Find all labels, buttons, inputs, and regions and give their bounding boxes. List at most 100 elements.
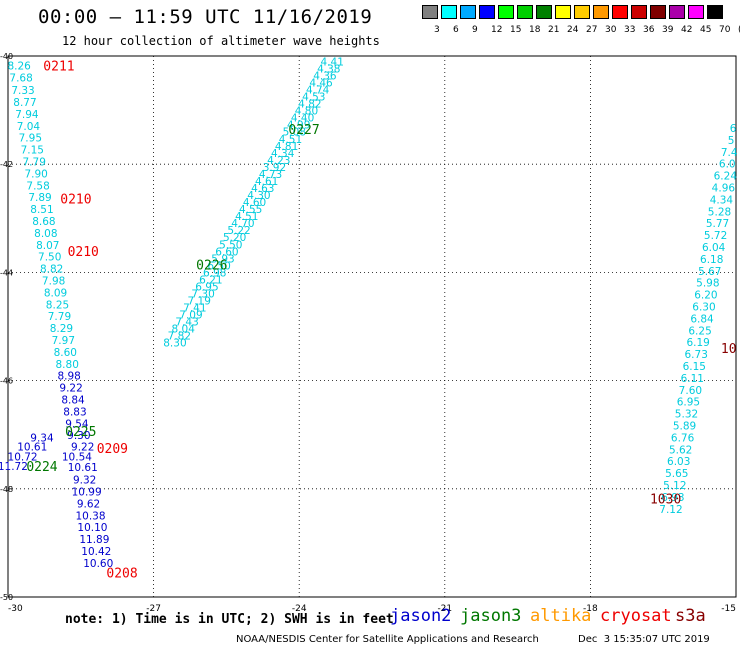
swh-data-point: 4.60 [243,197,266,209]
swh-data-point: 8.68 [32,216,55,228]
swh-data-point: 6.50 [207,260,230,272]
color-scale-swatch [517,5,533,19]
color-scale-swatch [479,5,495,19]
swh-data-point: 4.41 [321,56,344,68]
color-scale-label: 21 [548,25,560,35]
color-scale-swatch [631,5,647,19]
color-scale-label: 27 [586,25,598,35]
swh-data-point: 6.98 [203,267,226,279]
chart-subtitle: 12 hour collection of altimeter wave hei… [62,34,380,48]
swh-data-point: 7.82 [168,331,191,343]
color-scale-label: 24 [567,25,579,35]
swh-data-point: 5.12 [663,480,686,492]
color-scale-label: (ft) [738,25,740,35]
swh-data-point: 7.95 [19,133,42,145]
swh-data-point: 4.46 [309,78,333,90]
color-scale-label: 36 [643,25,655,35]
swh-data-point: 10.54 [62,451,92,463]
color-scale-swatch [574,5,590,19]
swh-data-point: 6.21 [199,274,222,286]
footer-credit: NOAA/NESDIS Center for Satellite Applica… [236,634,539,645]
color-scale-swatch [612,5,628,19]
swh-data-point: 7.15 [21,145,44,157]
swh-data-point: 8.82 [40,264,63,276]
swh-data-point: 8.80 [56,359,79,371]
color-scale-swatch [441,5,457,19]
swh-data-point: 5.67 [698,266,721,278]
swh-data-point: 8.60 [54,347,77,359]
swh-data-point: 6.73 [685,349,708,361]
color-scale-label: 18 [529,25,541,35]
swh-data-point: 4.53 [302,92,325,104]
swh-data-point: 8.77 [13,97,36,109]
color-scale-label: 9 [472,25,478,35]
swh-data-point: 10.61 [68,462,98,474]
y-tick-label: -44 [0,268,13,277]
y-tick-label: -46 [0,377,13,386]
swh-data-point: 4.40 [291,113,314,125]
time-annotation: 0210 [68,245,99,260]
color-scale-label: 30 [605,25,617,35]
swh-data-point: 4.70 [231,218,254,230]
swh-data-point: 10.10 [77,522,107,534]
swh-data-point: 6.11 [681,373,704,385]
legend-altika: altika [530,606,592,626]
swh-data-point: 8.25 [46,299,69,311]
swh-data-point: 6.95 [677,397,700,409]
swh-data-point: 11.89 [79,534,109,546]
color-scale-swatch [498,5,514,19]
legend-s3a: s3a [675,606,706,626]
legend-jason2: jason2 [390,606,452,626]
swh-data-point: 4.34 [710,194,734,206]
swh-data-point: 8.04 [172,324,196,336]
x-tick-label: -24 [292,604,307,614]
swh-data-point: 7.4 [721,147,738,159]
color-scale-label: 15 [510,25,522,35]
swh-data-point: 6.19 [686,337,709,349]
swh-data-point: 7.04 [17,121,41,133]
swh-data-point: 9.34 [30,432,54,444]
swh-data-point: 4.96 [712,182,736,194]
y-tick-label: -42 [0,160,13,169]
swh-data-point: 4.38 [317,63,340,75]
legend-jason3: jason3 [460,606,522,626]
swh-data-point: 6 [730,123,737,135]
swh-data-point: 7.89 [28,192,51,204]
swh-data-point: 7.94 [15,109,39,121]
swh-data-point: 4.63 [251,183,274,195]
x-tick-label: -21 [437,604,452,614]
swh-data-point: 8.98 [57,371,80,383]
swh-data-point: 7.98 [42,276,65,288]
swh-data-point: 4.74 [306,85,330,97]
color-scale-swatch [593,5,609,19]
swh-data-point: 6.25 [688,325,711,337]
color-scale-swatch [650,5,666,19]
swh-data-point: 7.50 [38,252,61,264]
color-scale-swatch [460,5,476,19]
swh-data-point: 7.60 [679,385,702,397]
swh-data-point: 8.26 [7,61,31,73]
color-scale-swatch [536,5,552,19]
swh-data-point: 7.90 [24,168,47,180]
swh-data-point: 6.20 [694,290,717,302]
swh-data-point: 9.62 [77,498,100,510]
swh-data-point: 9.30 [67,430,90,442]
swh-data-point: 4.34 [271,148,295,160]
swh-data-point: 8.07 [36,240,59,252]
swh-data-point: 4.55 [239,204,262,216]
color-scale-label: 45 [700,25,712,35]
plot-frame [7,55,737,598]
swh-data-point: 7.58 [26,180,49,192]
color-scale-swatch [555,5,571,19]
swh-data-point: 6.04 [702,242,726,254]
swh-data-point: 8.51 [30,204,53,216]
swh-data-point: 4.81 [275,141,298,153]
swh-data-point: 7.43 [175,317,198,329]
swh-data-point: 5.89 [673,421,696,433]
swh-data-point: 7.33 [11,85,34,97]
swh-data-point: 5.72 [704,230,727,242]
time-annotation: 1030 [650,493,681,508]
footer-note: note: 1) Time is in UTC; 2) SWH is in fe… [65,612,394,627]
swh-data-point: 10.61 [17,442,47,454]
